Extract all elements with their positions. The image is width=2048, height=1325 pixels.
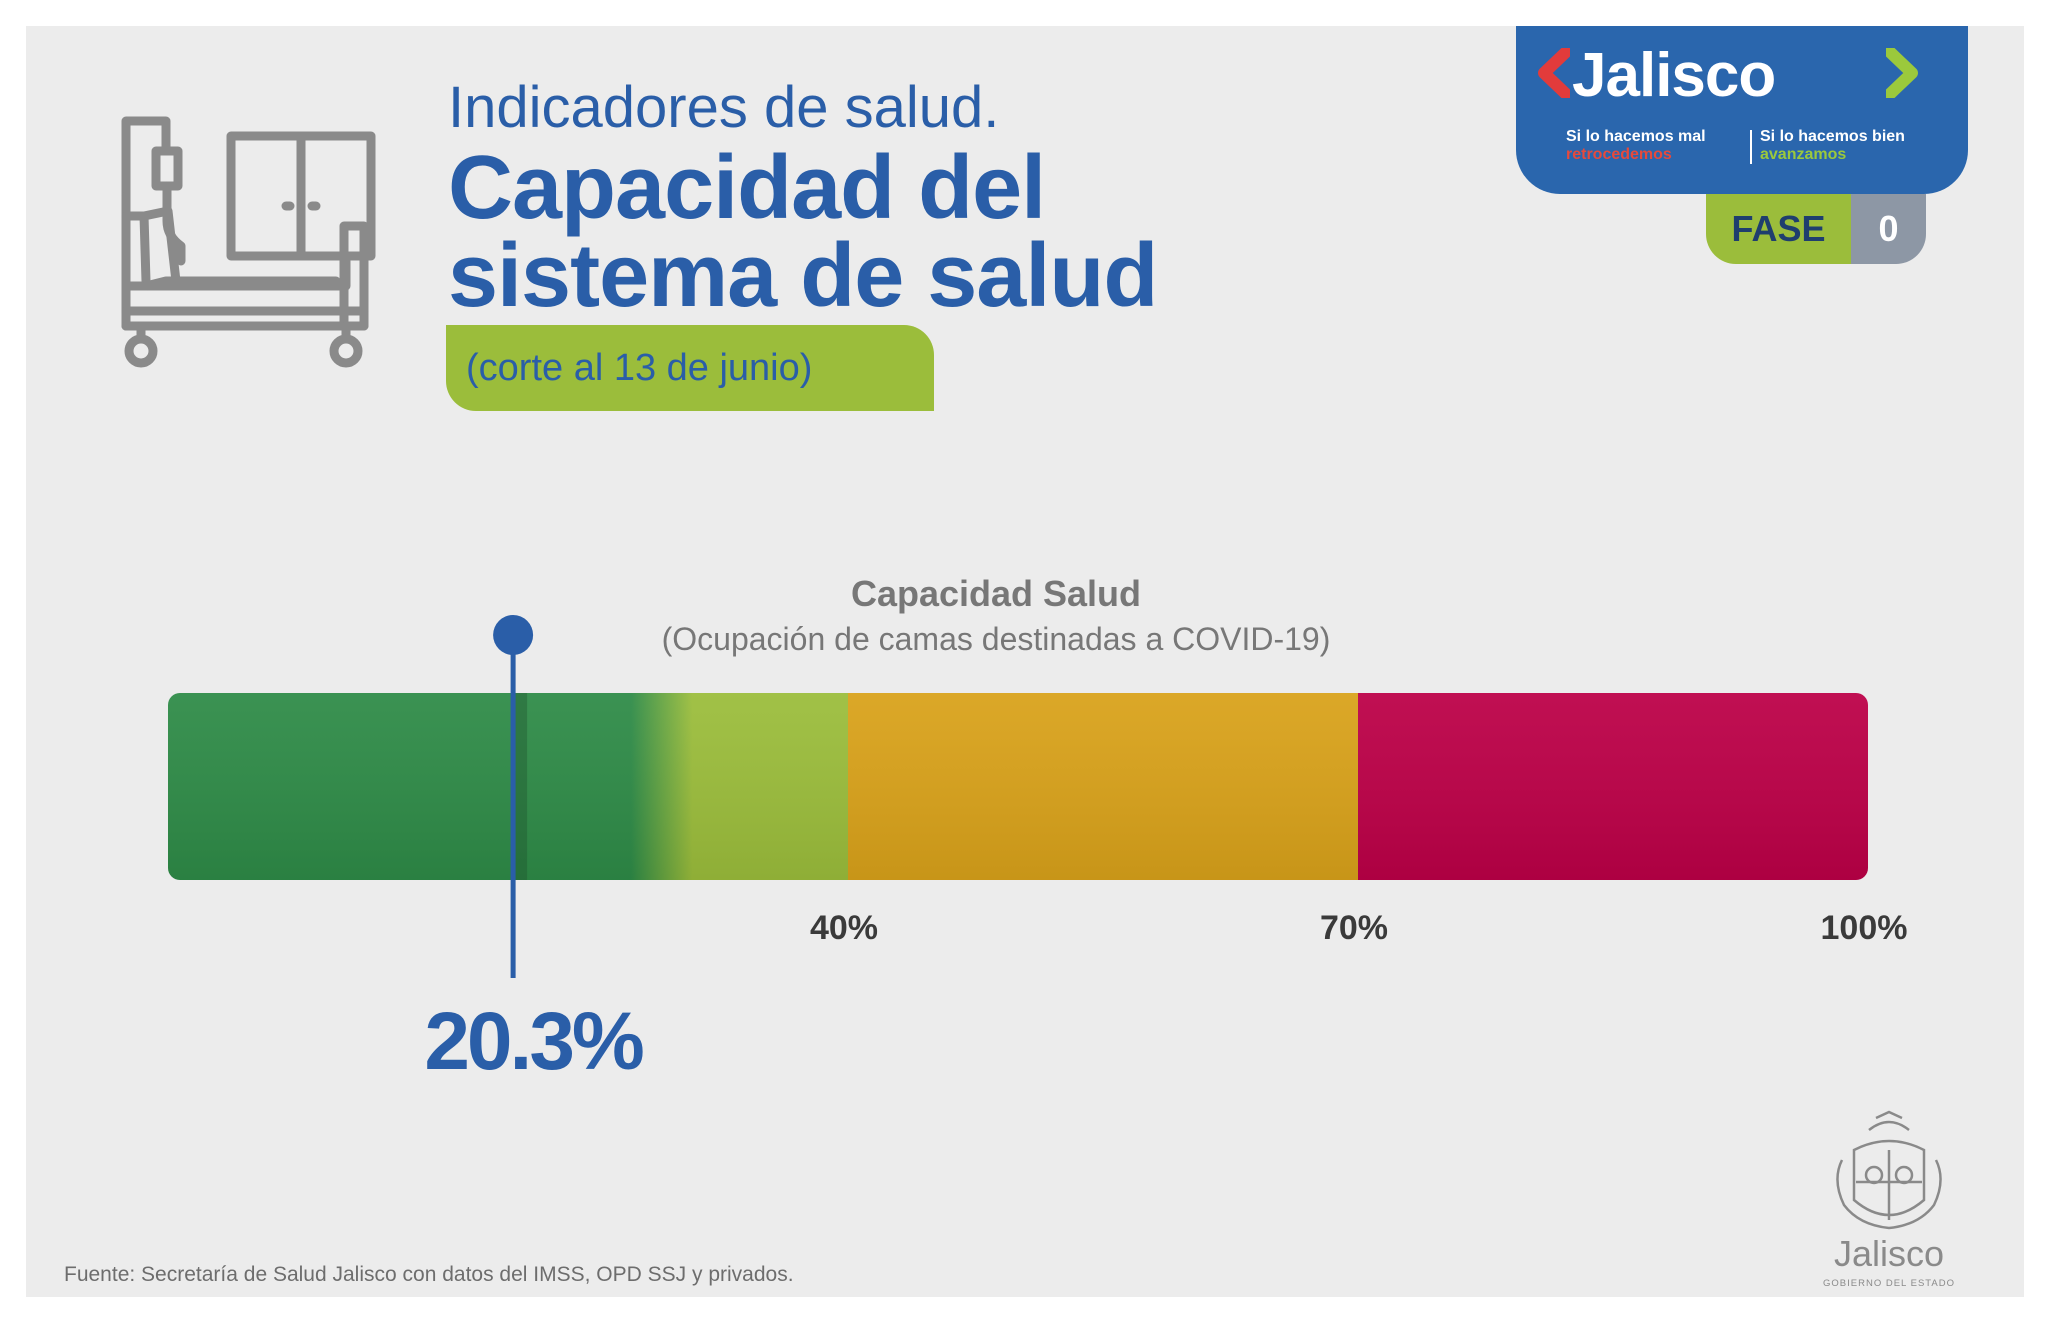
logo-tagline-left-top: Si lo hacemos mal — [1566, 128, 1706, 145]
marker-dot — [493, 615, 534, 655]
marker-shadow — [513, 693, 528, 880]
logo-tagline-left-bottom: retrocedemos — [1566, 146, 1672, 163]
marker-group: 20.3% — [424, 615, 646, 1087]
gov-subname: GOBIERNO DEL ESTADO — [1823, 1278, 1955, 1289]
bar-shading — [168, 693, 1868, 880]
tick-group: 40% 70% 100% — [810, 909, 1908, 947]
date-badge: (corte al 13 de junio) — [446, 325, 934, 411]
phase-value: 0 — [1851, 194, 1926, 264]
infographic-canvas: Indicadores de salud. Capacidad del sist… — [26, 26, 2024, 1297]
hospital-bed-icon — [121, 116, 376, 368]
bar-group — [168, 693, 1868, 880]
tick-label-40: 40% — [810, 909, 878, 947]
page-title: Capacidad del sistema de salud — [448, 138, 1158, 326]
title-line-1: Capacidad del — [448, 138, 1046, 238]
tick-label-70: 70% — [1320, 909, 1388, 947]
government-seal: Jalisco GOBIERNO DEL ESTADO — [1823, 1110, 1955, 1289]
page-subtitle: Indicadores de salud. — [448, 75, 1000, 140]
phase-badge: FASE 0 — [1706, 194, 1926, 264]
chevron-left-icon — [1538, 48, 1570, 98]
title-line-2: sistema de salud — [448, 226, 1158, 326]
marker-value-label: 20.3% — [424, 996, 643, 1087]
source-footnote: Fuente: Secretaría de Salud Jalisco con … — [64, 1263, 794, 1286]
tick-label-100: 100% — [1821, 909, 1908, 947]
logo-brand-text: Jalisco — [1572, 41, 1776, 110]
logo-tagline-divider — [1750, 130, 1752, 164]
gov-name: Jalisco — [1834, 1233, 1944, 1274]
chevron-right-icon — [1886, 48, 1918, 98]
logo-tagline-right-top: Si lo hacemos bien — [1760, 128, 1905, 145]
capacity-chart: Capacidad Salud (Ocupación de camas dest… — [168, 573, 1908, 1087]
chart-subtitle: (Ocupación de camas destinadas a COVID-1… — [662, 621, 1331, 657]
phase-label: FASE — [1706, 194, 1851, 264]
chart-title: Capacidad Salud — [851, 573, 1141, 614]
jalisco-campaign-logo: Jalisco Si lo hacemos mal retrocedemos S… — [1516, 26, 1968, 194]
logo-tagline-right-bottom: avanzamos — [1760, 146, 1847, 163]
